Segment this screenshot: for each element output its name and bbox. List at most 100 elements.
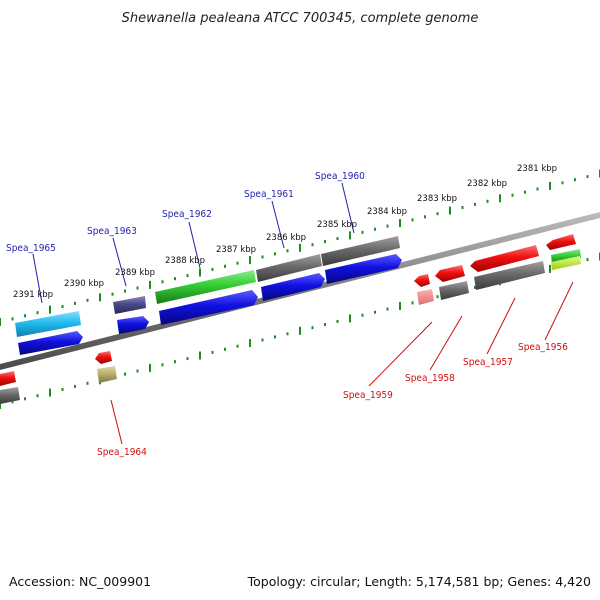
gene-spea-1965-arrow[interactable] xyxy=(18,331,83,355)
upper-scale-line xyxy=(0,169,600,326)
scale-tick xyxy=(299,326,301,335)
kbp-label: 2388 kbp xyxy=(165,256,205,266)
gene-spea-1957-arrow[interactable] xyxy=(470,245,539,272)
kbp-label: 2389 kbp xyxy=(115,268,155,278)
scale-dot xyxy=(424,215,426,219)
gene-spea-1964-arrow[interactable] xyxy=(95,351,112,364)
scale-dot xyxy=(524,190,526,194)
kbp-label: 2381 kbp xyxy=(517,164,557,174)
gene-spea-1963-arrow[interactable] xyxy=(117,316,149,334)
gene-spea-1959-pink-bar[interactable] xyxy=(417,289,434,305)
scale-dot xyxy=(474,285,476,289)
gene-label-spea-1964[interactable]: Spea_1964 xyxy=(97,447,147,458)
gene-label-spea-1962[interactable]: Spea_1962 xyxy=(162,209,212,220)
scale-tick xyxy=(199,268,201,277)
scale-tick xyxy=(149,280,151,289)
scale-dot xyxy=(224,264,226,268)
scale-tick xyxy=(499,194,501,203)
gene-spea-1961-arrow[interactable] xyxy=(261,273,325,301)
scale-tick xyxy=(249,256,251,265)
scale-dot xyxy=(461,206,464,209)
scale-dot xyxy=(61,305,64,308)
gene-label-spea-1957[interactable]: Spea_1957 xyxy=(463,357,513,368)
scale-dot xyxy=(161,363,164,367)
map-title: Shewanella pealeana ATCC 700345, complet… xyxy=(122,11,479,26)
scale-tick xyxy=(349,314,351,323)
scale-dot xyxy=(511,193,514,197)
gene-spea-1961-bar[interactable] xyxy=(256,254,322,282)
gene-spea-1960-arrow[interactable] xyxy=(325,254,402,284)
gene-left-red-arrow[interactable] xyxy=(0,371,16,386)
scale-dot xyxy=(386,224,389,228)
gene-spea-1956-lime-bar-2[interactable] xyxy=(551,256,581,270)
gene-spea-1958-bar[interactable] xyxy=(439,281,469,300)
gene-spea-1962-green-bar[interactable] xyxy=(155,270,256,304)
gene-label-spea-1965[interactable]: Spea_1965 xyxy=(6,243,56,254)
scale-dot xyxy=(261,255,264,259)
scale-dot xyxy=(36,394,39,398)
scale-dot xyxy=(486,199,489,203)
scale-tick xyxy=(99,293,101,302)
scale-dot xyxy=(211,350,214,354)
scale-dot xyxy=(474,202,476,206)
scale-tick xyxy=(49,305,51,314)
gene-label-spea-1956[interactable]: Spea_1956 xyxy=(518,342,568,353)
gene-spea-1957-bar[interactable] xyxy=(474,261,545,290)
scale-dot xyxy=(174,277,176,281)
gene-spea-1956-arrow[interactable] xyxy=(546,234,576,250)
scale-dot xyxy=(586,258,589,262)
gene-label-spea-1961[interactable]: Spea_1961 xyxy=(244,189,294,200)
scale-tick xyxy=(49,388,51,397)
gene-label-spea-1958[interactable]: Spea_1958 xyxy=(405,373,455,384)
scale-dot xyxy=(324,323,326,327)
gene-left-gray-bar[interactable] xyxy=(0,387,20,404)
scale-dot xyxy=(11,317,14,321)
scale-tick xyxy=(199,351,201,360)
scale-dot xyxy=(136,369,139,373)
scale-dot xyxy=(561,181,564,185)
kbp-label: 2382 kbp xyxy=(467,179,507,189)
scale-dot xyxy=(186,274,189,278)
scale-dot xyxy=(224,347,226,351)
scale-dot xyxy=(111,292,114,296)
scale-tick xyxy=(399,302,401,310)
scale-dot xyxy=(124,372,126,376)
scale-tick xyxy=(249,339,251,348)
scale-dot xyxy=(361,230,364,234)
scale-dot xyxy=(74,301,76,305)
kbp-label: 2384 kbp xyxy=(367,207,407,217)
scale-dot xyxy=(386,307,389,311)
gene-spea-1965-cyan-bar[interactable] xyxy=(15,311,81,337)
scale-dot xyxy=(374,227,376,231)
scale-dot xyxy=(411,218,414,222)
scale-tick xyxy=(0,401,1,409)
genome-summary-text: Topology: circular; Length: 5,174,581 bp… xyxy=(247,574,591,589)
scale-dot xyxy=(336,320,339,323)
scale-dot xyxy=(311,326,314,330)
accession-text: Accession: NC_009901 xyxy=(9,574,151,589)
gene-spea-1958-arrow[interactable] xyxy=(435,265,465,282)
kbp-label: 2391 kbp xyxy=(13,290,53,300)
forward-leaders xyxy=(32,182,355,304)
gene-spea-1960-bar[interactable] xyxy=(321,236,400,266)
gene-spea-1962-arrow[interactable] xyxy=(159,290,258,325)
scale-tick xyxy=(449,206,451,215)
scale-dot xyxy=(361,313,364,317)
scale-dot xyxy=(74,384,76,388)
gene-spea-1956-lime-bar[interactable] xyxy=(551,249,581,264)
gene-spea-1963-purple-bar[interactable] xyxy=(113,296,146,314)
gene-spea-1959-arrow[interactable] xyxy=(414,274,430,287)
scale-dot xyxy=(286,332,289,336)
gene-label-spea-1960[interactable]: Spea_1960 xyxy=(315,171,365,182)
kbp-label: 2383 kbp xyxy=(417,194,457,204)
scale-dot xyxy=(374,310,376,314)
scale-dot xyxy=(436,212,439,216)
scale-dot xyxy=(36,311,39,315)
scale-dot xyxy=(236,344,239,348)
gene-label-spea-1959[interactable]: Spea_1959 xyxy=(343,390,393,401)
scale-dot xyxy=(86,298,89,302)
gene-spea-1964-olive-bar[interactable] xyxy=(97,366,117,383)
gene-label-spea-1963[interactable]: Spea_1963 xyxy=(87,226,137,237)
scale-dot xyxy=(124,289,126,293)
